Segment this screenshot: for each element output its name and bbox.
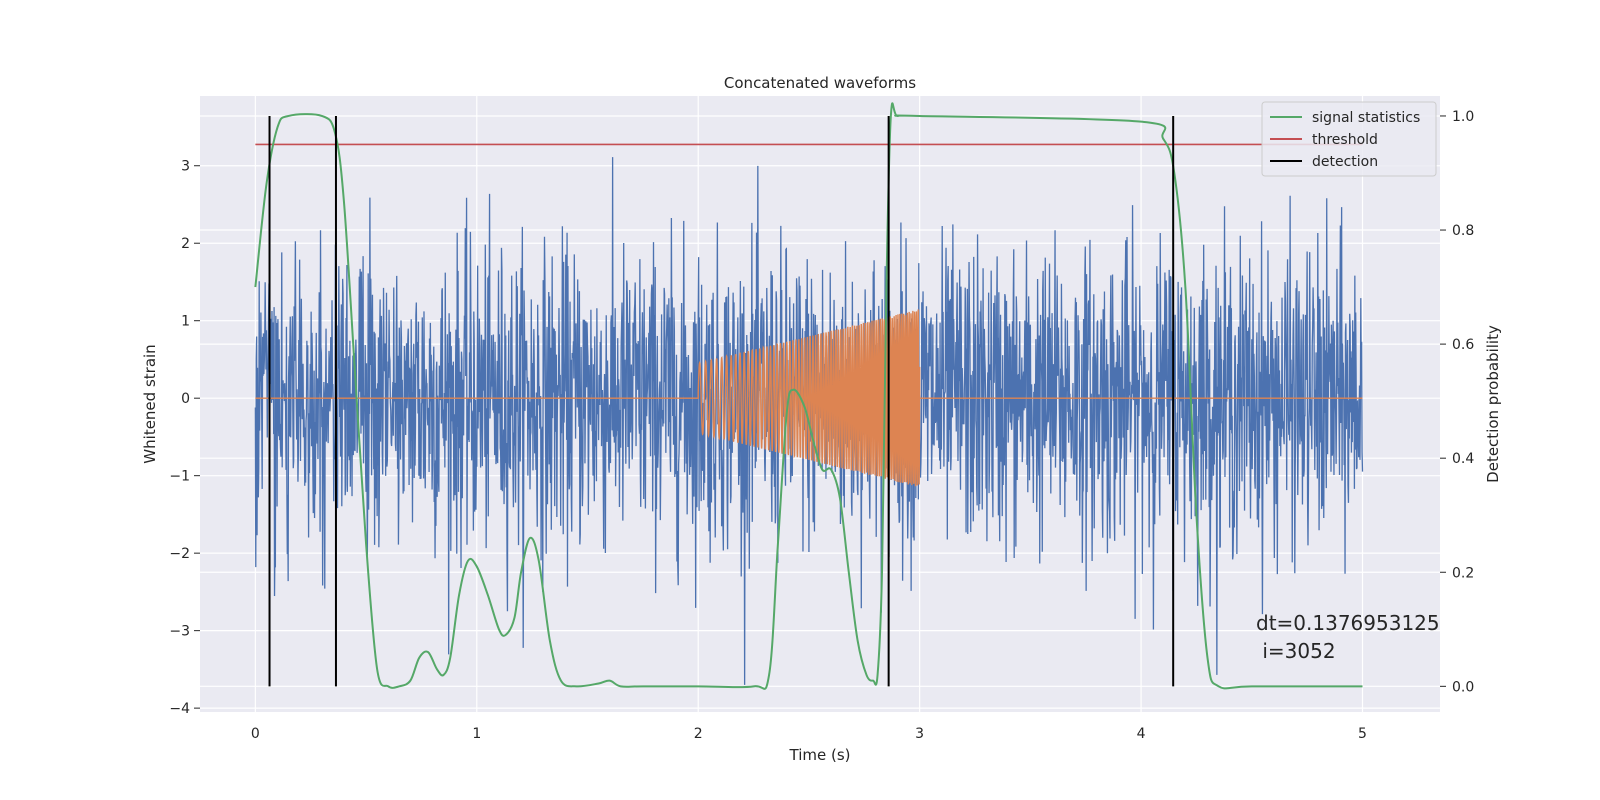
y-tick-label-0: −4	[169, 701, 190, 717]
legend-label-signal-statistics: signal statistics	[1312, 110, 1420, 126]
x-tick-label-1: 1	[472, 726, 481, 742]
y2-tick-label-5: 1.0	[1452, 109, 1474, 125]
y-tick-label-4: 0	[181, 391, 190, 407]
x-tick-label-4: 4	[1137, 726, 1146, 742]
template-chirp-line	[255, 309, 1363, 487]
x-axis-label: Time (s)	[789, 746, 851, 764]
annotation-dt: dt=0.1376953125	[1256, 611, 1440, 635]
x-tick-label-5: 5	[1358, 726, 1367, 742]
legend-label-detection: detection	[1312, 154, 1378, 170]
data-layer	[254, 102, 1364, 690]
y2-tick-label-4: 0.8	[1452, 223, 1474, 239]
x-tick-label-2: 2	[694, 726, 703, 742]
x-tick-label-0: 0	[251, 726, 260, 742]
strain-noise-line	[254, 157, 1364, 685]
legend-label-threshold: threshold	[1312, 132, 1378, 148]
y2-axis-label: Detection probability	[1484, 325, 1502, 483]
y-axis-label: Whitened strain	[141, 344, 159, 463]
tick-labels: 0 1 2 3 4 5 −4 −3 −2 −1 0 1 2 3 0.0 0.2 0.4 0.6 0.8 1.0	[169, 109, 1474, 742]
y2-tick-label-1: 0.2	[1452, 565, 1474, 581]
signal-statistics-line	[254, 102, 1363, 690]
y2-tick-label-0: 0.0	[1452, 679, 1474, 695]
annotation-i: i=3052	[1256, 639, 1336, 663]
y-tick-label-2: −2	[169, 546, 190, 562]
legend-box	[1261, 101, 1437, 177]
y-tick-label-6: 2	[181, 236, 190, 252]
legend: signal statistics threshold detection	[1261, 101, 1437, 177]
y-tick-label-3: −1	[169, 469, 190, 485]
x-tick-label-3: 3	[915, 726, 924, 742]
y2-tick-label-3: 0.6	[1452, 337, 1474, 353]
y-tick-label-7: 3	[181, 159, 190, 175]
y2-tick-label-2: 0.4	[1452, 451, 1474, 467]
y-tick-label-1: −3	[169, 624, 190, 640]
chart-title: Concatenated waveforms	[724, 74, 916, 92]
y-tick-label-5: 1	[181, 314, 190, 330]
